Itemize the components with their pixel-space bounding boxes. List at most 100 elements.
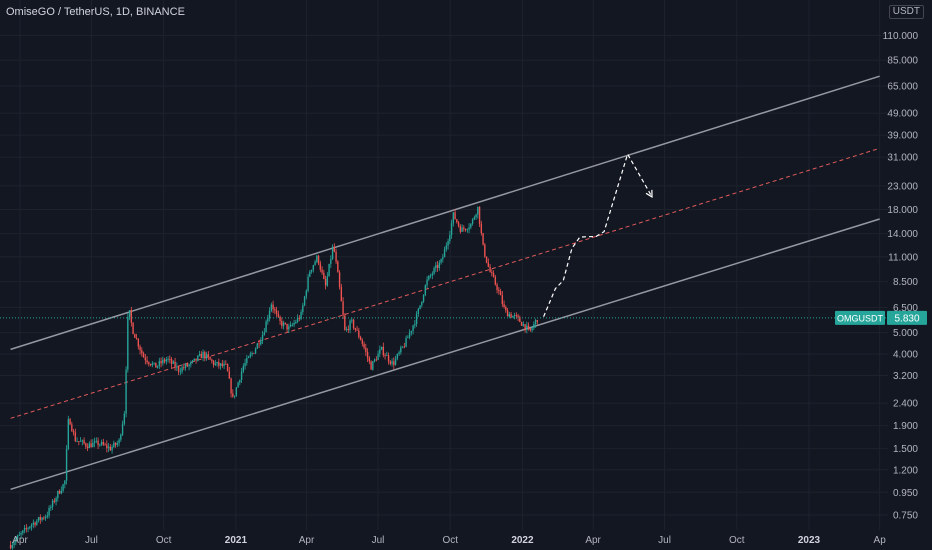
candle-body — [393, 361, 395, 365]
candle-body — [104, 444, 106, 446]
candle-body — [372, 361, 374, 370]
price-tick-label: 6.500 — [893, 303, 918, 314]
candle-body — [198, 353, 201, 356]
candle-body — [85, 443, 87, 447]
candle-body — [58, 490, 61, 494]
candle-body — [158, 361, 161, 366]
candle-body — [265, 321, 267, 333]
price-axis[interactable]: 110.000 85.000 65.000 49.000 39.000 31.000 23.… — [883, 31, 919, 522]
candle-body — [331, 246, 334, 260]
candle-body — [141, 350, 143, 354]
trend-channel-drawings[interactable] — [10, 75, 880, 490]
candle-body — [218, 362, 220, 366]
candle-body — [93, 441, 96, 443]
candle-body — [480, 223, 483, 234]
candle-body — [256, 343, 259, 349]
candle-body — [286, 323, 288, 330]
candle-body — [69, 419, 71, 425]
candle-body — [501, 295, 504, 305]
candle-body — [366, 351, 369, 358]
last-price-value: 5.830 — [894, 313, 919, 324]
candle-body — [240, 371, 243, 380]
candle-body — [242, 366, 245, 372]
candle-body — [454, 212, 456, 220]
price-tick-label: 49.000 — [887, 109, 918, 120]
candle-body — [230, 378, 232, 394]
candle-body — [279, 316, 281, 321]
candle-body — [62, 484, 64, 491]
candle-body — [492, 273, 495, 277]
candle-body — [426, 279, 428, 286]
candle-body — [148, 362, 150, 364]
price-tick-label: 5.000 — [893, 328, 918, 339]
candle-body — [132, 322, 134, 334]
candle-body — [436, 265, 439, 268]
candle-body — [261, 334, 264, 341]
candle-body — [116, 443, 119, 445]
candle-body — [83, 440, 85, 444]
candle-body — [377, 353, 379, 361]
time-tick-label: 2023 — [798, 535, 821, 546]
candle-body — [450, 223, 453, 235]
candle-body — [487, 262, 490, 267]
candle-body — [380, 346, 383, 350]
projection-path — [543, 152, 653, 317]
symbol-badge — [835, 310, 885, 325]
candle-body — [74, 432, 77, 442]
candle-body — [302, 305, 304, 313]
currency-unit-label[interactable]: USDT — [888, 5, 924, 19]
candle-body — [57, 490, 59, 499]
candle-body — [422, 295, 425, 302]
candle-body — [102, 442, 105, 445]
candle-body — [99, 444, 101, 446]
candle-body — [39, 517, 42, 520]
price-tick-label: 39.000 — [887, 131, 918, 142]
candle-body — [30, 524, 33, 527]
candle-body — [443, 249, 446, 258]
candle-body — [163, 359, 166, 362]
price-tick-label: 0.750 — [893, 511, 918, 522]
candle-body — [373, 359, 376, 362]
candle-body — [354, 327, 357, 330]
time-tick-label: Ap — [874, 535, 887, 546]
candle-body — [34, 522, 36, 525]
candle-body — [137, 338, 140, 347]
candle-body — [321, 269, 323, 273]
candle-body — [298, 317, 301, 319]
candle-body — [433, 268, 435, 274]
candle-body — [191, 360, 194, 363]
candle-body — [429, 275, 432, 277]
price-tick-label: 14.000 — [887, 229, 918, 240]
price-tick-label: 11.000 — [888, 252, 918, 263]
candle-body — [326, 276, 329, 286]
candle-body — [202, 352, 204, 359]
candle-body — [396, 354, 399, 359]
candle-body — [36, 520, 38, 525]
candle-body — [338, 272, 341, 287]
candle-body — [424, 285, 427, 296]
candle-body — [233, 395, 236, 397]
candle-body — [207, 354, 210, 357]
candle-body — [251, 353, 253, 355]
candle-body — [478, 206, 481, 224]
candle-body — [440, 259, 442, 263]
candle-body — [149, 363, 152, 366]
candle-body — [125, 369, 127, 414]
symbol-label: OMGUSDT — [837, 313, 884, 323]
candle-body — [144, 357, 147, 361]
time-tick-label: Jul — [372, 535, 385, 546]
time-tick-label: Jul — [85, 535, 98, 546]
candle-body — [111, 447, 113, 451]
candle-body — [186, 364, 189, 367]
price-tick-label: 1.500 — [893, 444, 918, 455]
candle-body — [55, 498, 57, 502]
candle-body — [340, 286, 343, 302]
candle-body — [449, 234, 451, 242]
candle-body — [408, 332, 411, 338]
candle-body — [258, 343, 260, 345]
candle-body — [214, 363, 217, 365]
candle-body — [272, 304, 274, 310]
time-axis[interactable]: Apr Jul Oct 2021 Apr Jul Oct 2022 Apr Jul Oct 2023 A… — [12, 535, 886, 546]
candle-body — [316, 255, 318, 262]
